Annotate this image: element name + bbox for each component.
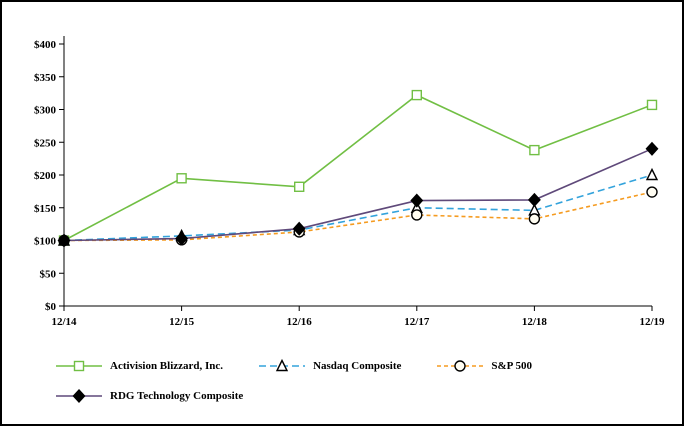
legend-swatch (437, 360, 484, 372)
legend-item: Nasdaq Composite (259, 358, 401, 374)
x-tick-label: 12/14 (51, 316, 77, 328)
square-marker-icon (411, 89, 422, 101)
x-tick-label: 12/16 (287, 316, 313, 328)
x-tick-label: 12/18 (522, 316, 548, 328)
legend-label: Activision Blizzard, Inc. (110, 360, 224, 372)
series-line (63, 174, 653, 242)
circle-marker-icon (454, 360, 467, 372)
series-line (63, 148, 653, 242)
triangle-marker-icon (275, 358, 289, 372)
x-tick-label: 12/15 (169, 316, 195, 328)
square-marker-icon (529, 144, 540, 156)
x-tick-label: 12/17 (404, 316, 430, 328)
square-marker-icon (646, 99, 658, 111)
y-tick-label: $0 (45, 301, 57, 313)
legend-row-2: RDG Technology Composite (6, 381, 678, 411)
circle-marker-icon (411, 209, 423, 221)
square-marker-icon (73, 360, 85, 372)
triangle-marker-icon (645, 167, 659, 181)
y-tick-label: $250 (34, 137, 57, 149)
legend-swatch (259, 358, 306, 372)
diamond-marker-icon (645, 141, 659, 156)
series-line (63, 191, 653, 242)
y-tick-label: $300 (34, 105, 57, 117)
diamond-marker-icon (175, 231, 189, 246)
y-tick-label: $50 (40, 268, 57, 280)
legend-swatch (56, 360, 102, 372)
legend-label: S&P 500 (491, 360, 533, 372)
y-tick-label: $100 (34, 236, 57, 248)
legend-item: S&P 500 (437, 358, 532, 374)
diamond-marker-icon (410, 193, 424, 208)
diamond-marker-icon (72, 388, 86, 404)
square-marker-icon (294, 181, 305, 192)
square-marker-icon (176, 173, 187, 184)
circle-marker-icon (528, 213, 541, 225)
diamond-marker-icon (57, 233, 71, 248)
circle-marker-icon (646, 186, 658, 198)
legend-label: RDG Technology Composite (110, 390, 244, 402)
legend-row-1: Activision Blizzard, Inc. Nasdaq Composit… (6, 351, 678, 381)
y-tick-label: $150 (34, 203, 57, 215)
legend-item: Activision Blizzard, Inc. (56, 358, 223, 374)
chart-legend: Activision Blizzard, Inc. Nasdaq Composit… (6, 351, 678, 411)
x-tick-label: 12/19 (639, 316, 665, 328)
series-line (63, 94, 653, 242)
performance-plot: $0 $50 $100 $150 $200 $250 $300 $350 $400 12/14 12… (34, 36, 665, 328)
diamond-marker-icon (292, 221, 306, 236)
diamond-marker-icon (527, 192, 541, 207)
y-tick-label: $200 (34, 170, 57, 182)
legend-label: Nasdaq Composite (313, 360, 402, 372)
y-tick-label: $400 (34, 39, 57, 51)
legend-item: RDG Technology Composite (56, 388, 243, 404)
y-tick-label: $350 (34, 72, 57, 84)
legend-swatch (56, 388, 102, 404)
